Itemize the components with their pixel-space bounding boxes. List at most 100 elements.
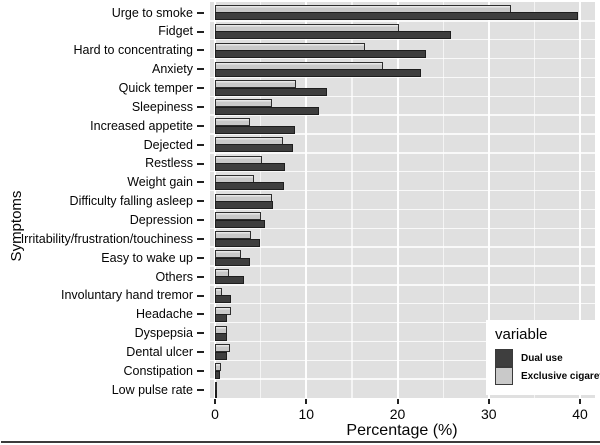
plot-panel <box>210 2 595 398</box>
y-tick-mark <box>197 388 204 391</box>
y-tick-mark <box>197 87 204 90</box>
gridline-horizontal <box>210 284 595 286</box>
figure-bottom-border <box>1 441 600 444</box>
bar-dual-use <box>215 370 221 379</box>
y-tick-mark <box>197 237 204 240</box>
gridline-horizontal <box>210 265 595 267</box>
gridline-horizontal <box>210 227 595 230</box>
bar-dual-use <box>215 219 266 228</box>
gridline-vertical <box>533 2 536 398</box>
gridline-vertical <box>396 2 399 398</box>
x-tick-mark <box>214 399 216 404</box>
gridline-vertical <box>351 2 353 398</box>
gridline-horizontal <box>210 302 595 305</box>
y-tick-mark <box>197 200 204 203</box>
bar-dual-use <box>215 295 232 304</box>
legend-swatch-exclusive-cigarette <box>495 367 513 385</box>
y-tick-mark <box>197 143 204 146</box>
category-label: Dejected <box>143 137 193 152</box>
x-tick-mark <box>487 399 490 404</box>
y-tick-mark <box>197 68 204 71</box>
y-tick-mark <box>197 256 204 259</box>
bar-dual-use <box>215 125 296 134</box>
gridline-horizontal <box>210 57 595 60</box>
category-label: Hard to concentrating <box>73 43 193 58</box>
bar-dual-use <box>215 68 422 77</box>
bar-dual-use <box>215 332 227 341</box>
bar-dual-use <box>215 31 452 40</box>
bar-dual-use <box>215 238 260 247</box>
category-label: Anxiety <box>152 62 193 77</box>
gridline-vertical <box>487 2 490 398</box>
gridline-horizontal <box>210 95 595 98</box>
x-tick-mark <box>579 399 581 404</box>
category-label: Urge to smoke <box>111 5 193 20</box>
gridline-horizontal <box>210 133 595 135</box>
gridline-horizontal <box>210 38 595 41</box>
y-tick-mark <box>197 275 204 278</box>
gridline-horizontal <box>210 359 595 362</box>
y-tick-mark <box>197 124 204 127</box>
gridline-horizontal <box>210 152 595 154</box>
category-label: Quick temper <box>118 81 193 96</box>
bar-dual-use <box>215 87 328 96</box>
gridline-horizontal <box>210 20 595 22</box>
category-label: Constipation <box>123 363 194 378</box>
category-label: Others <box>155 269 193 284</box>
gridline-horizontal <box>210 246 595 248</box>
category-label: Weight gain <box>127 175 193 190</box>
category-label: Involuntary hand tremor <box>60 288 193 303</box>
gridline-horizontal <box>210 189 595 192</box>
category-label: Restless <box>145 156 193 171</box>
legend: variable Dual use Exclusive cigarette <box>486 320 600 395</box>
bar-dual-use <box>215 314 227 323</box>
y-tick-mark <box>197 49 204 52</box>
y-tick-mark <box>197 105 204 108</box>
x-tick-label: 10 <box>298 406 315 422</box>
gridline-horizontal <box>210 340 595 343</box>
legend-label-dual-use: Dual use <box>521 353 563 364</box>
bar-dual-use <box>215 389 217 398</box>
x-axis-title: Percentage (%) <box>346 422 458 439</box>
gridline-horizontal <box>210 378 595 380</box>
category-label: Dyspepsia <box>134 326 193 341</box>
y-tick-mark <box>197 369 204 372</box>
x-tick-label: 0 <box>211 406 219 422</box>
category-label: Headache <box>136 307 193 322</box>
gridline-horizontal <box>210 114 595 116</box>
category-label: Depression <box>129 213 193 228</box>
category-label: Easy to wake up <box>101 250 193 265</box>
bar-dual-use <box>215 351 227 360</box>
category-label: Low pulse rate <box>111 382 193 397</box>
bar-dual-use <box>215 50 426 59</box>
bar-dual-use <box>215 257 250 266</box>
legend-label-exclusive-cigarette: Exclusive cigarette <box>521 371 600 382</box>
y-tick-mark <box>197 181 204 184</box>
x-tick-mark <box>396 399 399 404</box>
category-label: Fidget <box>158 24 193 39</box>
category-label: Sleepiness <box>131 99 193 114</box>
bar-dual-use <box>215 12 579 21</box>
gridline-horizontal <box>210 321 595 324</box>
bar-dual-use <box>215 200 274 209</box>
legend-swatch-dual-use <box>495 349 513 367</box>
gridline-vertical <box>579 2 581 398</box>
bar-dual-use <box>215 144 294 153</box>
category-label: Irritability/frustration/touchiness <box>20 231 193 246</box>
gridline-horizontal <box>210 170 595 173</box>
x-tick-mark <box>305 399 308 404</box>
bar-dual-use <box>215 106 320 115</box>
x-tick-label: 20 <box>389 406 406 422</box>
category-label: Dental ulcer <box>126 345 193 360</box>
bar-dual-use <box>215 163 286 172</box>
y-tick-mark <box>197 219 204 222</box>
y-tick-mark <box>197 294 204 297</box>
legend-title: variable <box>495 326 548 343</box>
bar-dual-use <box>215 276 245 285</box>
gridline-horizontal <box>210 76 595 79</box>
y-tick-mark <box>197 30 204 33</box>
y-tick-mark <box>197 313 204 316</box>
category-label: Difficulty falling asleep <box>69 194 193 209</box>
y-tick-mark <box>197 11 204 14</box>
